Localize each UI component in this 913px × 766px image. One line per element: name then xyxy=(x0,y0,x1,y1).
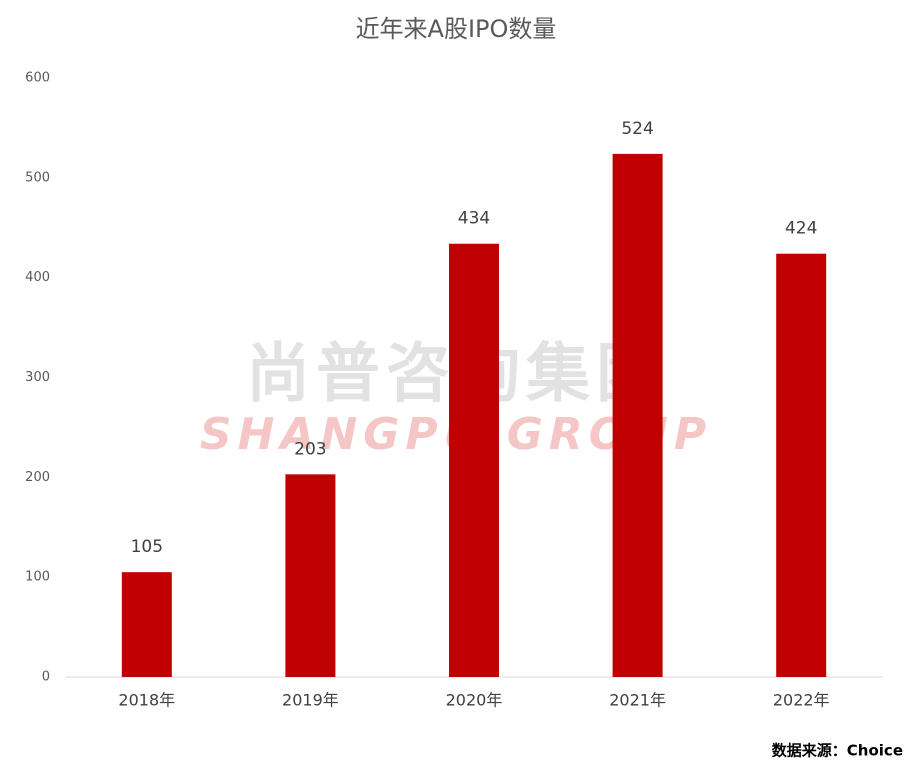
y-tick-label: 500 xyxy=(25,170,50,185)
data-label: 434 xyxy=(458,209,490,229)
data-label: 105 xyxy=(131,537,163,557)
y-tick-label: 600 xyxy=(25,71,50,86)
y-tick-label: 300 xyxy=(25,370,50,385)
y-tick-label: 0 xyxy=(42,670,50,685)
bar xyxy=(449,243,499,677)
source-note: 数据来源：Choice xyxy=(772,742,903,760)
x-tick-label: 2022年 xyxy=(773,691,830,710)
data-label: 203 xyxy=(294,439,326,459)
x-tick-label: 2019年 xyxy=(282,691,339,710)
bar xyxy=(612,153,663,677)
data-label: 524 xyxy=(621,119,653,139)
bar xyxy=(776,253,827,677)
x-tick-label: 2021年 xyxy=(609,691,666,710)
y-tick-label: 100 xyxy=(25,570,50,585)
x-tick-label: 2020年 xyxy=(446,691,503,710)
chart-title: 近年来A股IPO数量 xyxy=(356,15,557,43)
data-label: 424 xyxy=(785,219,817,239)
y-tick-label: 400 xyxy=(25,270,50,285)
bar xyxy=(121,572,172,677)
x-tick-label: 2018年 xyxy=(118,691,175,710)
bar xyxy=(285,474,336,677)
y-tick-label: 200 xyxy=(25,470,50,485)
